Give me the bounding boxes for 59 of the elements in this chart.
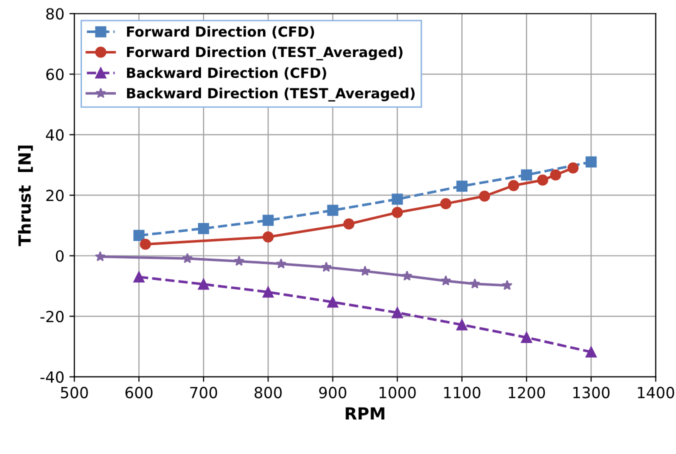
x-axis-title: RPM	[346, 407, 384, 420]
legend-label: Backward Direction (TEST_Averaged)	[127, 88, 415, 102]
x-tick-label: 900	[319, 386, 346, 398]
point	[392, 307, 403, 318]
point	[502, 280, 512, 290]
point	[537, 174, 548, 186]
legend-label: Forward Direction (CFD)	[127, 26, 314, 39]
point	[343, 218, 354, 230]
point	[440, 198, 452, 210]
point	[586, 156, 597, 168]
point	[586, 346, 597, 358]
x-tick-label: 1400	[638, 386, 674, 398]
y-tick-label: 40	[46, 129, 64, 141]
point	[520, 332, 532, 344]
point	[262, 231, 274, 243]
point	[470, 278, 480, 289]
point	[440, 275, 452, 286]
x-tick-label: 1300	[573, 386, 610, 398]
point	[327, 204, 338, 216]
point	[392, 206, 403, 218]
point	[198, 222, 210, 234]
y-tick-label: -20	[40, 310, 64, 322]
point	[198, 278, 210, 290]
x-tick-label: 1000	[380, 386, 416, 398]
y-tick-label: 0	[56, 250, 64, 262]
x-tick-label: 500	[60, 386, 88, 398]
point	[520, 169, 532, 180]
point	[276, 258, 286, 269]
point	[478, 190, 490, 202]
point	[94, 251, 106, 262]
point	[508, 180, 520, 192]
point	[320, 262, 332, 272]
point	[402, 270, 412, 281]
point	[133, 271, 145, 282]
x-tick-label: 800	[254, 386, 282, 398]
point	[456, 180, 468, 192]
y-tick-label: -40	[40, 371, 64, 383]
point	[262, 214, 274, 226]
point	[234, 256, 244, 266]
point	[550, 169, 562, 180]
x-tick-label: 1200	[508, 386, 545, 398]
point	[567, 162, 579, 174]
point	[360, 266, 370, 276]
legend-label: Backward Direction (CFD)	[127, 67, 326, 80]
x-tick-label: 700	[190, 386, 218, 398]
x-tick-label: 1100	[444, 386, 480, 398]
x-tick-label: 600	[125, 386, 153, 398]
point	[392, 194, 403, 205]
point	[182, 252, 193, 264]
y-tick-label: 60	[46, 68, 64, 80]
legend-label: Forward Direction (TEST_Averaged)	[127, 46, 402, 60]
point	[133, 230, 145, 242]
point	[456, 319, 468, 330]
point	[262, 286, 274, 298]
point	[140, 238, 151, 250]
y-axis-title: Thrust [N]	[18, 146, 33, 246]
point	[327, 296, 338, 308]
y-tick-label: 80	[46, 8, 64, 20]
y-tick-label: 20	[46, 190, 64, 202]
